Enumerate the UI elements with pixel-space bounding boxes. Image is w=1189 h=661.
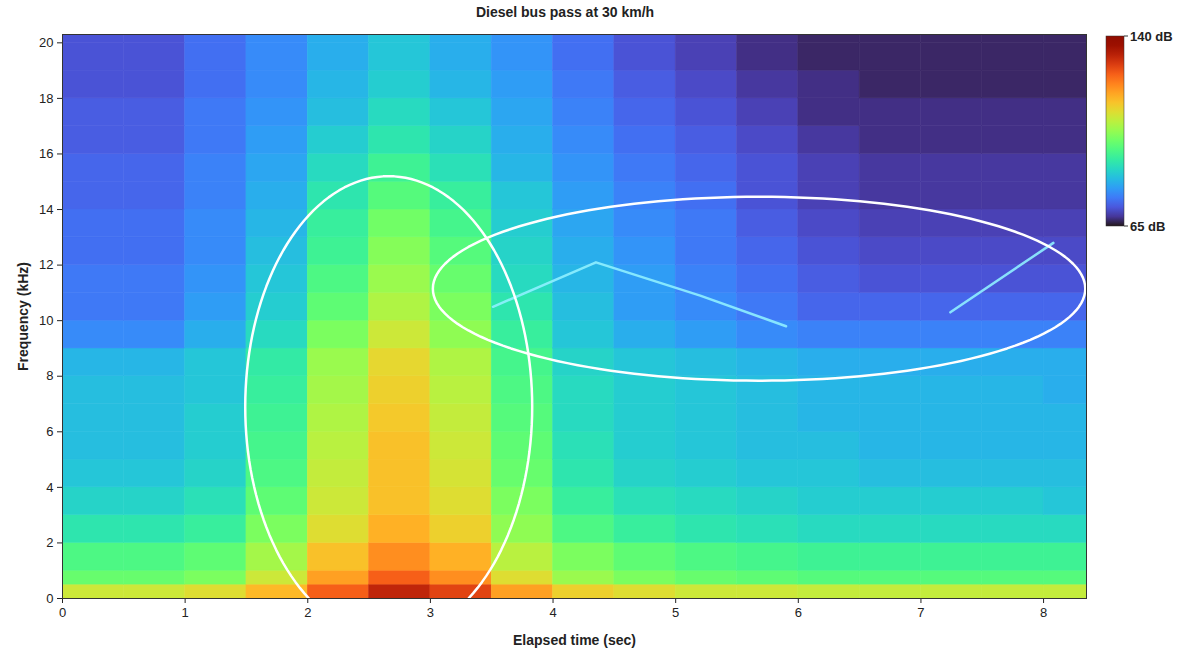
svg-text:7: 7: [917, 605, 924, 620]
svg-text:2: 2: [304, 605, 311, 620]
svg-text:3: 3: [427, 605, 434, 620]
svg-text:Elapsed time (sec): Elapsed time (sec): [513, 632, 636, 648]
svg-text:2: 2: [46, 535, 53, 550]
svg-text:65 dB: 65 dB: [1130, 219, 1165, 234]
svg-text:12: 12: [39, 257, 53, 272]
svg-text:0: 0: [59, 605, 66, 620]
svg-text:1: 1: [182, 605, 189, 620]
svg-text:18: 18: [39, 91, 53, 106]
svg-text:16: 16: [39, 146, 53, 161]
svg-text:5: 5: [672, 605, 679, 620]
svg-text:Frequency (kHz): Frequency (kHz): [15, 262, 31, 371]
svg-text:6: 6: [46, 424, 53, 439]
svg-text:8: 8: [1040, 605, 1047, 620]
svg-text:6: 6: [795, 605, 802, 620]
svg-text:8: 8: [46, 368, 53, 383]
svg-text:0: 0: [46, 591, 53, 606]
svg-text:10: 10: [39, 313, 53, 328]
svg-text:14: 14: [39, 202, 53, 217]
svg-text:140 dB: 140 dB: [1130, 29, 1173, 44]
svg-text:4: 4: [549, 605, 556, 620]
svg-text:4: 4: [46, 480, 53, 495]
svg-text:20: 20: [39, 35, 53, 50]
html-text:Diesel bus pass at 30 km/h: Diesel bus pass at 30 km/h: [475, 4, 655, 20]
